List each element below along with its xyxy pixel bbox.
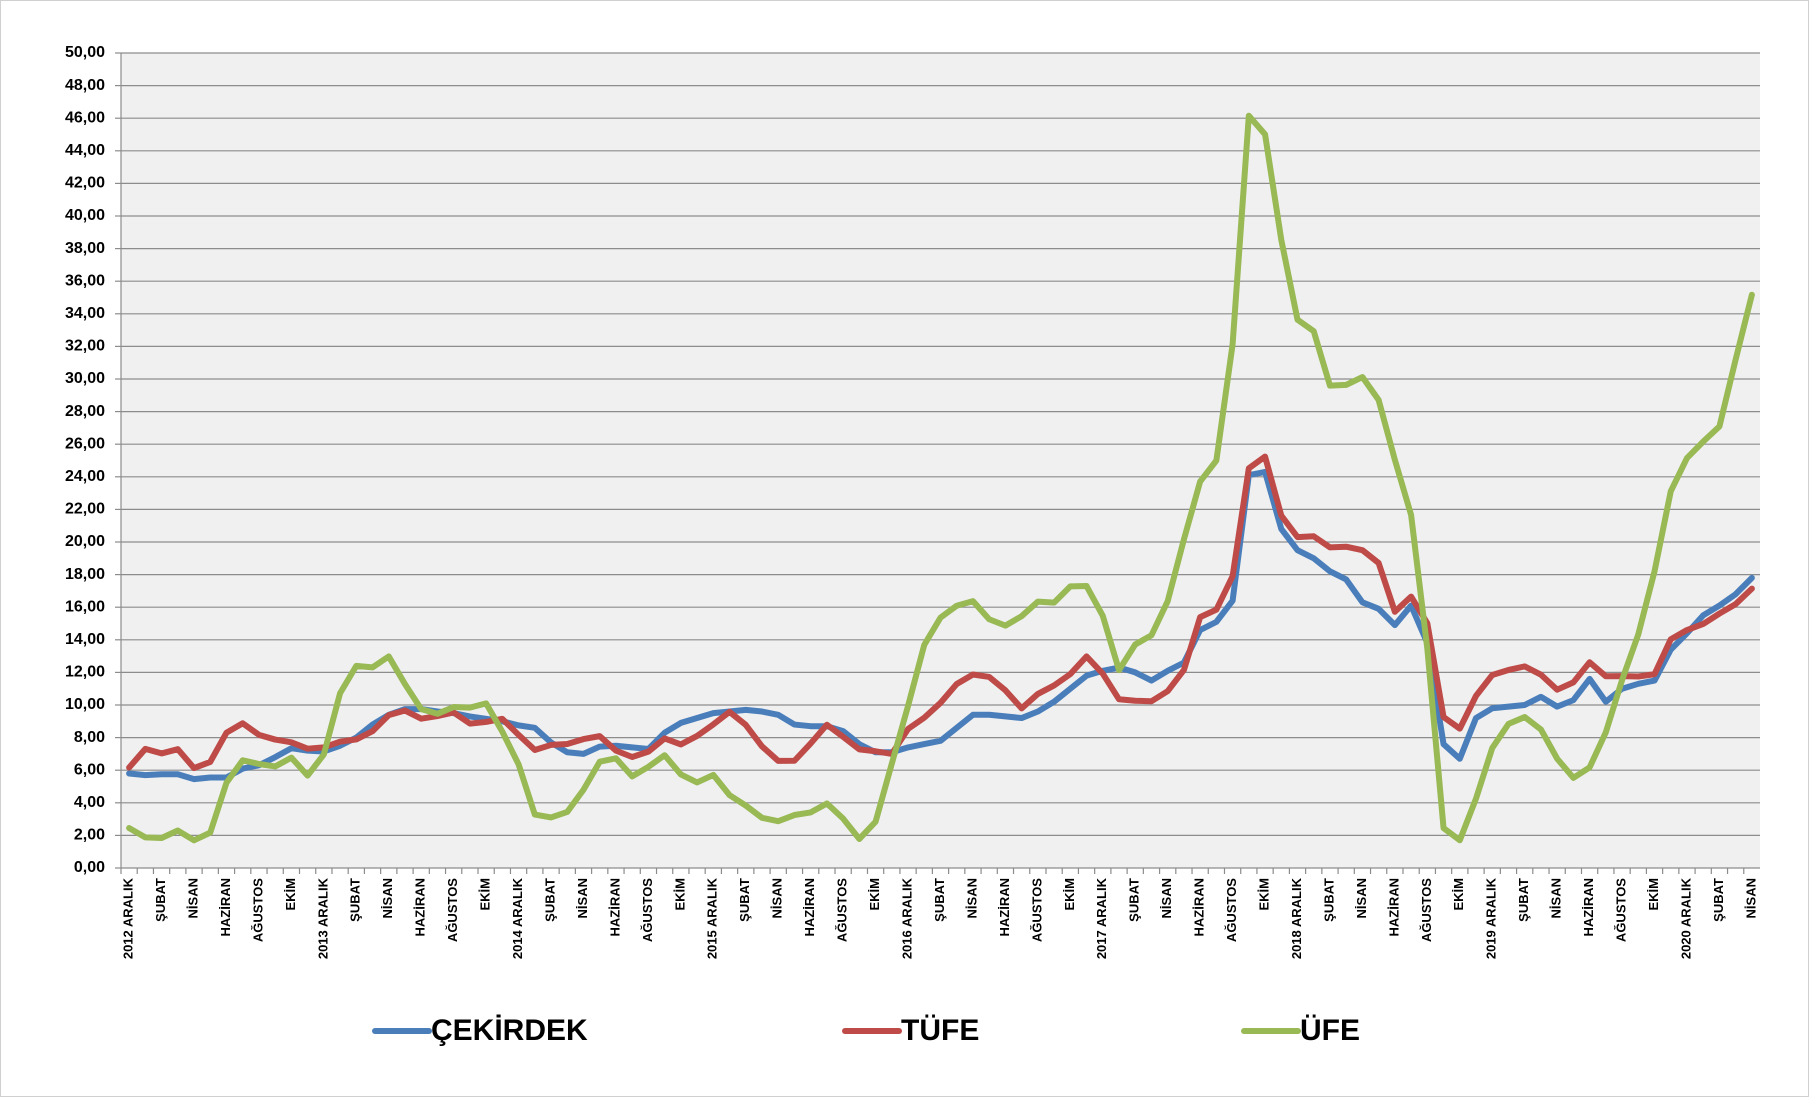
y-tick-label: 0,00 (74, 859, 105, 876)
y-tick-label: 20,00 (65, 533, 105, 550)
x-tick-label: 2015 ARALIK (705, 877, 720, 959)
x-tick-label: EKİM (478, 878, 493, 911)
legend-label: ÇEKİRDEK (431, 1014, 588, 1047)
x-tick-label: AĞUSTOS (1224, 878, 1239, 942)
x-tick-label: ŞUBAT (1321, 878, 1336, 922)
x-tick-label: ŞUBAT (348, 878, 363, 922)
y-tick-label: 38,00 (65, 240, 105, 257)
x-tick-label: NİSAN (1743, 878, 1758, 918)
x-tick-label: HAZİRAN (802, 878, 817, 937)
x-tick-label: NİSAN (964, 878, 979, 918)
y-tick-label: 6,00 (74, 761, 105, 778)
x-tick-label: AĞUSTOS (250, 878, 265, 942)
series-line (126, 453, 1755, 772)
x-tick-label: ŞUBAT (1711, 878, 1726, 922)
y-tick-label: 26,00 (65, 435, 105, 452)
x-tick-label: 2020 ARALIK (1678, 877, 1693, 959)
x-tick-label: 2013 ARALIK (315, 877, 330, 959)
x-tick-label: ŞUBAT (737, 878, 752, 922)
legend-label: ÜFE (1300, 1014, 1360, 1047)
x-tick-label: 2017 ARALIK (1094, 877, 1109, 959)
x-tick-label: AĞUSTOS (835, 878, 850, 942)
x-tick-label: HAZİRAN (218, 878, 233, 937)
y-tick-label: 4,00 (74, 794, 105, 811)
x-tick-label: NİSAN (1354, 878, 1369, 918)
y-tick-label: 42,00 (65, 175, 105, 192)
x-tick-label: EKİM (672, 878, 687, 911)
y-tick-label: 46,00 (65, 109, 105, 126)
x-tick-label: HAZİRAN (1386, 878, 1401, 937)
x-tick-label: AĞUSTOS (1614, 878, 1629, 942)
x-tick-label: EKİM (1256, 878, 1271, 911)
x-tick-label: AĞUSTOS (1029, 878, 1044, 942)
x-tick-label: AĞUSTOS (1419, 878, 1434, 942)
x-tick-label: NİSAN (575, 878, 590, 918)
x-tick-label: 2012 ARALIK (121, 877, 136, 959)
y-tick-label: 12,00 (65, 664, 105, 681)
y-tick-label: 36,00 (65, 272, 105, 289)
x-tick-label: NİSAN (185, 878, 200, 918)
y-tick-label: 18,00 (65, 566, 105, 583)
y-tick-label: 16,00 (65, 598, 105, 615)
y-tick-label: 44,00 (65, 142, 105, 159)
y-tick-label: 32,00 (65, 338, 105, 355)
y-tick-label: 40,00 (65, 207, 105, 224)
x-tick-label: ŞUBAT (1516, 878, 1531, 922)
y-tick-label: 24,00 (65, 468, 105, 485)
x-tick-label: ŞUBAT (153, 878, 168, 922)
x-tick-label: ŞUBAT (542, 878, 557, 922)
legend-label: TÜFE (901, 1014, 979, 1047)
y-tick-label: 50,00 (65, 44, 105, 61)
x-tick-label: AĞUSTOS (445, 878, 460, 942)
x-tick-label: 2014 ARALIK (510, 877, 525, 959)
y-tick-label: 22,00 (65, 501, 105, 518)
plot-area (121, 53, 1760, 868)
x-tick-label: EKİM (1451, 878, 1466, 911)
x-tick-label: 2018 ARALIK (1289, 877, 1304, 959)
y-tick-label: 2,00 (74, 827, 105, 844)
x-tick-label: HAZİRAN (413, 878, 428, 937)
y-tick-label: 28,00 (65, 403, 105, 420)
x-tick-label: HAZİRAN (1581, 878, 1596, 937)
x-tick-label: EKİM (867, 878, 882, 911)
x-tick-label: NİSAN (1549, 878, 1564, 918)
x-tick-label: NİSAN (770, 878, 785, 918)
y-tick-label: 48,00 (65, 77, 105, 94)
y-tick-label: 14,00 (65, 631, 105, 648)
y-tick-label: 10,00 (65, 696, 105, 713)
x-tick-label: HAZİRAN (1192, 878, 1207, 937)
series-line (126, 112, 1755, 844)
x-tick-label: HAZİRAN (607, 878, 622, 937)
x-tick-label: EKİM (283, 878, 298, 911)
x-tick-label: NİSAN (380, 878, 395, 918)
x-tick-label: ŞUBAT (932, 878, 947, 922)
y-tick-label: 34,00 (65, 305, 105, 322)
y-tick-label: 30,00 (65, 370, 105, 387)
x-tick-label: 2016 ARALIK (899, 877, 914, 959)
x-tick-label: EKİM (1646, 878, 1661, 911)
x-tick-label: HAZİRAN (997, 878, 1012, 937)
x-tick-label: AĞUSTOS (640, 878, 655, 942)
x-tick-label: ŞUBAT (1127, 878, 1142, 922)
x-tick-label: EKİM (1062, 878, 1077, 911)
x-tick-label: 2019 ARALIK (1484, 877, 1499, 959)
y-tick-label: 8,00 (74, 729, 105, 746)
x-tick-label: NİSAN (1159, 878, 1174, 918)
